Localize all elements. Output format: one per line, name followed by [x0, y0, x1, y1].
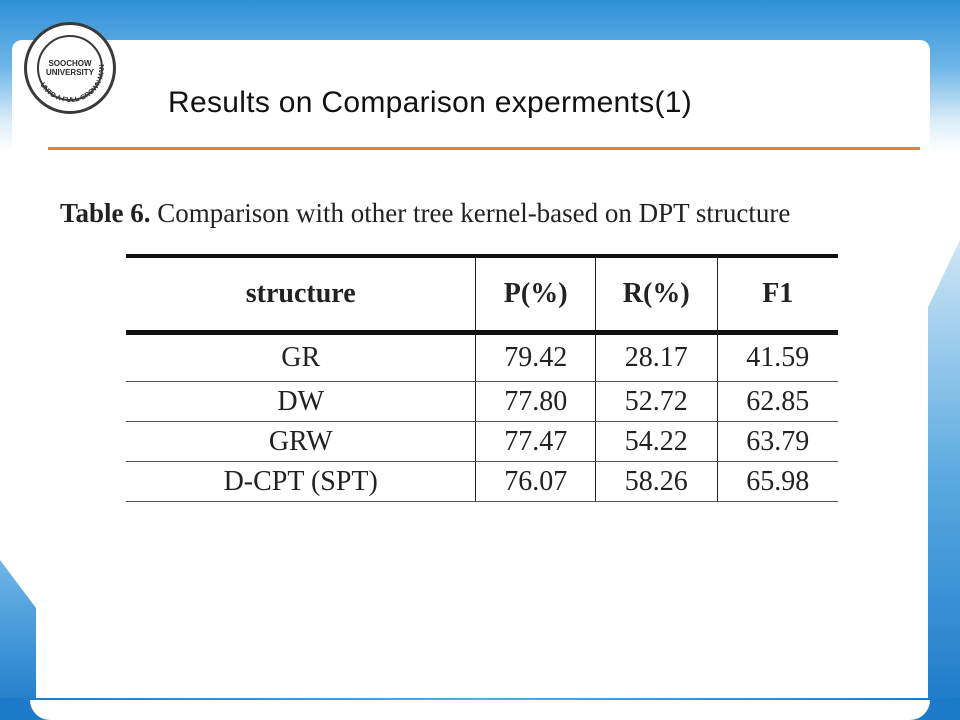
slide-bottom-inner	[30, 700, 930, 720]
logo-center: SOOCHOW UNIVERSITY	[37, 35, 103, 101]
table-cell: 77.80	[475, 381, 596, 422]
table-row: GR 79.42 28.17 41.59	[126, 332, 838, 382]
title-divider	[48, 147, 920, 150]
table-header-row: structure P(%) R(%) F1	[126, 254, 838, 335]
table-cell: D-CPT (SPT)	[126, 461, 476, 502]
table-row: DW 77.80 52.72 62.85	[126, 381, 838, 422]
university-logo-icon: UNTO A FULL GROWN MAN SOOCHOW UNIVERSITY	[24, 22, 116, 114]
comparison-table: structure P(%) R(%) F1 GR 79.42 28.17 41…	[126, 254, 838, 502]
table-cell: 52.72	[594, 381, 718, 422]
table-cell: 62.85	[716, 381, 838, 422]
table-cell: GR	[126, 332, 476, 382]
table-caption-text: Comparison with other tree kernel-based …	[150, 198, 791, 228]
column-header-f1: F1	[716, 254, 838, 335]
table-cell: 79.42	[475, 332, 596, 382]
table-cell: 63.79	[716, 421, 838, 462]
logo-center-text: SOOCHOW UNIVERSITY	[45, 59, 94, 77]
column-header-recall: R(%)	[594, 254, 718, 335]
table-cell: 54.22	[594, 421, 718, 462]
slide-right-decoration	[928, 240, 960, 720]
table-cell: 77.47	[475, 421, 596, 462]
slide-title: Results on Comparison experments(1)	[168, 86, 693, 119]
table-caption-label: Table 6.	[60, 198, 151, 228]
column-header-structure: structure	[126, 254, 476, 335]
table-cell: DW	[126, 381, 476, 422]
table-row: GRW 77.47 54.22 63.79	[126, 421, 838, 462]
table-cell: 58.26	[594, 461, 718, 502]
table-cell: 76.07	[475, 461, 596, 502]
table-caption: Table 6. Comparison with other tree kern…	[60, 198, 930, 229]
table-row: D-CPT (SPT) 76.07 58.26 65.98	[126, 461, 838, 502]
table-cell: 41.59	[716, 332, 838, 382]
column-header-precision: P(%)	[475, 254, 596, 335]
table-cell: GRW	[126, 421, 476, 462]
table-cell: 65.98	[716, 461, 838, 502]
table-cell: 28.17	[594, 332, 718, 382]
